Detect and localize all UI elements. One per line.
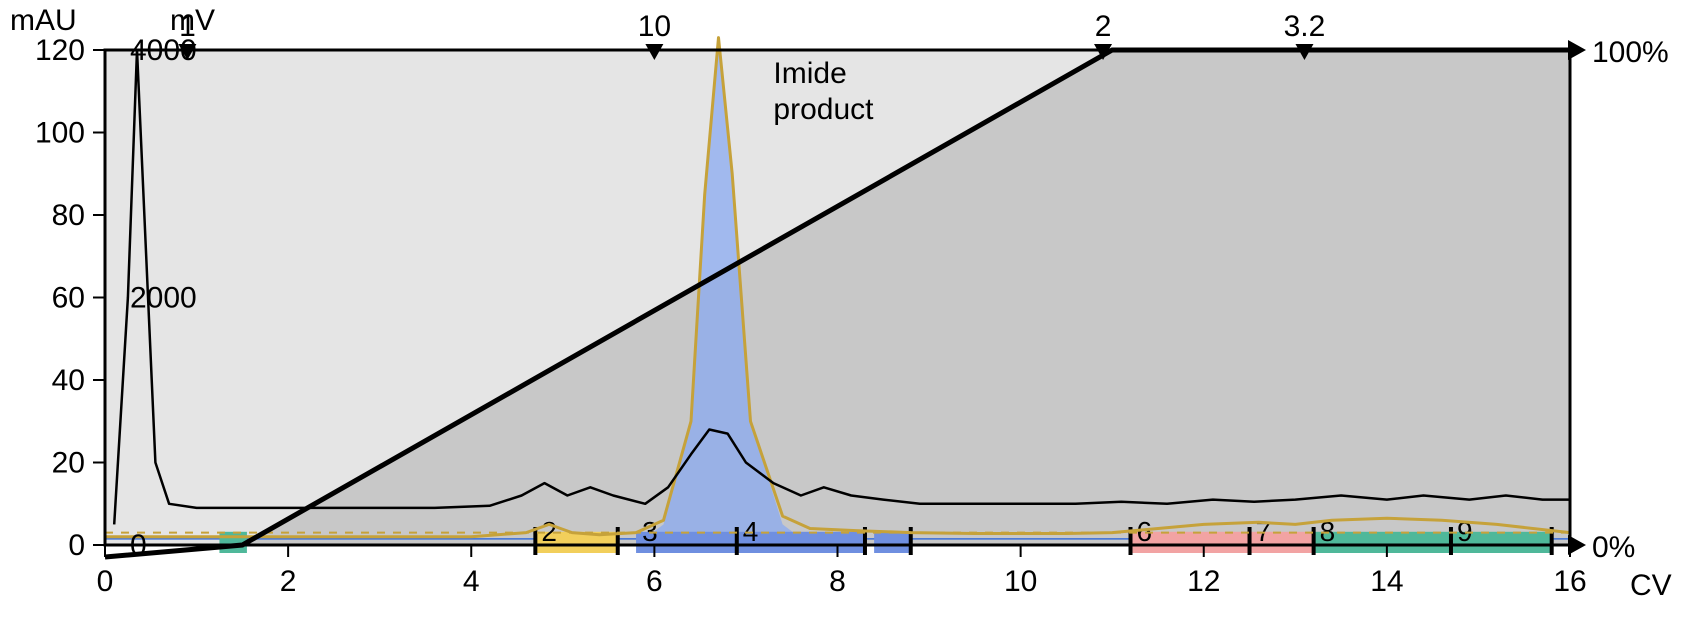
- chromatogram-chart: 23467890246810121416CV020406080100120mAU…: [0, 0, 1702, 621]
- y-tick-label: 60: [52, 282, 85, 315]
- y-right-bottom: 0%: [1592, 531, 1635, 564]
- fraction-number: 3: [642, 516, 658, 547]
- peak-annotation: product: [773, 93, 874, 126]
- x-tick-label: 12: [1187, 565, 1220, 598]
- y2-tick-label: 0: [130, 529, 147, 562]
- x-tick-label: 16: [1553, 565, 1586, 598]
- fraction-bar: [874, 532, 911, 553]
- y-tick-label: 120: [35, 34, 85, 67]
- x-tick-label: 14: [1370, 565, 1403, 598]
- y-axis-label-mau: mAU: [10, 4, 77, 37]
- y-tick-label: 100: [35, 117, 85, 150]
- x-tick-label: 6: [646, 565, 663, 598]
- y-tick-label: 40: [52, 364, 85, 397]
- fraction-number: 7: [1256, 516, 1272, 547]
- top-marker-label: 10: [638, 10, 671, 43]
- y-right-top: 100%: [1592, 36, 1669, 69]
- x-tick-label: 8: [829, 565, 846, 598]
- fraction-number: 4: [743, 516, 759, 547]
- y-tick-label: 20: [52, 447, 85, 480]
- chart-svg: 23467890246810121416CV020406080100120mAU…: [0, 0, 1702, 621]
- x-axis-label: CV: [1630, 569, 1672, 602]
- peak-annotation: Imide: [773, 57, 846, 90]
- x-tick-label: 0: [97, 565, 114, 598]
- fraction-number: 2: [541, 516, 557, 547]
- x-tick-label: 4: [463, 565, 480, 598]
- x-tick-label: 2: [280, 565, 297, 598]
- y-tick-label: 0: [68, 529, 85, 562]
- top-marker-label: 2: [1095, 10, 1112, 43]
- top-marker-label: 3.2: [1284, 10, 1326, 43]
- top-marker-label: 1: [179, 10, 196, 43]
- y2-tick-label: 2000: [130, 282, 197, 315]
- y-tick-label: 80: [52, 199, 85, 232]
- x-tick-label: 10: [1004, 565, 1037, 598]
